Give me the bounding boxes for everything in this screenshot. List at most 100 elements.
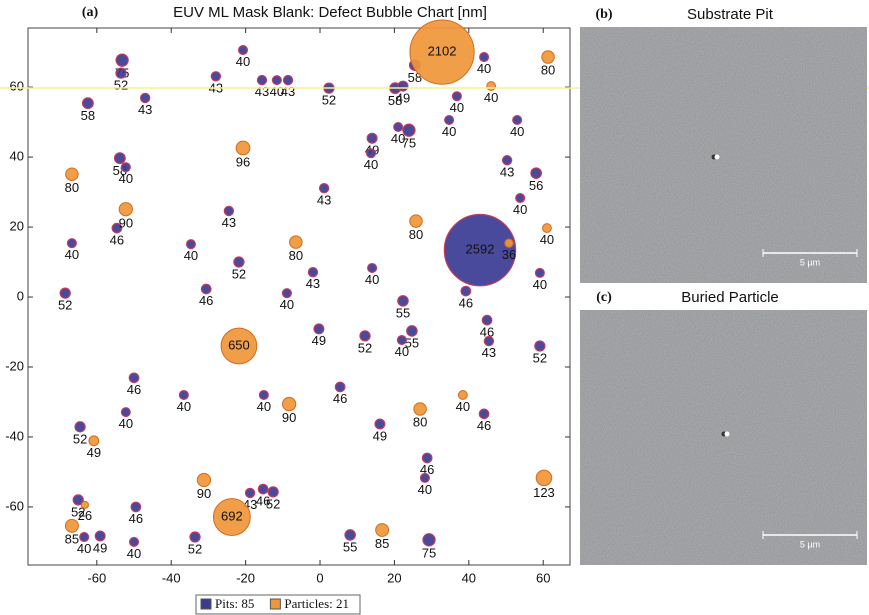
data-label: 90 (282, 410, 296, 425)
data-label: 46 (459, 295, 473, 310)
bubble (403, 124, 415, 136)
data-label: 46 (129, 511, 143, 526)
legend-swatch (270, 599, 280, 609)
defect-bright (725, 432, 730, 437)
data-label: 40 (236, 54, 250, 69)
data-label: 40 (484, 90, 498, 105)
data-label: 80 (65, 180, 79, 195)
data-label: 123 (533, 485, 555, 500)
data-label: 40 (513, 202, 527, 217)
data-label: 40 (364, 157, 378, 172)
bubble (283, 397, 296, 410)
bubble (407, 326, 417, 336)
y-tick-label: -60 (5, 498, 24, 513)
data-label: 55 (343, 540, 357, 555)
panel-label: (b) (595, 7, 612, 22)
bubble (410, 215, 423, 228)
x-tick-label: -40 (162, 570, 181, 585)
data-label: 40 (365, 272, 379, 287)
data-label: 52 (266, 496, 280, 511)
data-label: 40 (450, 100, 464, 115)
data-label: 56 (529, 178, 543, 193)
bubble (83, 98, 94, 109)
chart-title: EUV ML Mask Blank: Defect Bubble Chart [… (173, 4, 487, 21)
bubble (66, 168, 79, 181)
data-label: 55 (396, 306, 410, 321)
data-label: 40 (510, 124, 524, 139)
data-label: 2102 (428, 44, 457, 59)
x-tick-label: 0 (316, 570, 323, 585)
data-label: 43 (500, 164, 514, 179)
bubble (236, 141, 250, 155)
data-label: 52 (58, 298, 72, 313)
data-label: 46 (333, 391, 347, 406)
data-label: 40 (280, 297, 294, 312)
bubble (376, 524, 389, 537)
figure: (a) EUV ML Mask Blank: Defect Bubble Cha… (0, 0, 869, 615)
data-label: 52 (533, 350, 547, 365)
y-tick-label: 0 (17, 288, 24, 303)
scale-label: 5 µm (800, 257, 820, 267)
y-tick-label: -20 (5, 358, 24, 373)
data-label: 90 (119, 215, 133, 230)
data-label: 43 (317, 192, 331, 207)
data-label: 40 (442, 124, 456, 139)
data-label: 43 (482, 345, 496, 360)
data-label: 49 (312, 333, 326, 348)
data-label: 52 (358, 340, 372, 355)
x-tick-label: 20 (387, 570, 401, 585)
data-label: 43 (306, 276, 320, 291)
data-label: 40 (477, 61, 491, 76)
data-label: 40 (65, 247, 79, 262)
y-tick-label: 40 (10, 149, 24, 164)
sem-noise (580, 310, 867, 565)
data-label: 75 (422, 545, 436, 560)
x-tick-label: -60 (87, 570, 106, 585)
data-label: 43 (222, 215, 236, 230)
y-tick-label: -40 (5, 428, 24, 443)
data-label: 80 (409, 227, 423, 242)
legend-label: Particles: 21 (284, 596, 349, 611)
panel-label: (c) (596, 290, 612, 305)
bubble (542, 51, 555, 64)
data-label: 46 (110, 232, 124, 247)
legend-label: Pits: 85 (215, 596, 254, 611)
data-label: 49 (87, 445, 101, 460)
legend-swatch (201, 599, 211, 609)
bubble (414, 403, 427, 416)
data-label: 40 (177, 399, 191, 414)
legend: Pits: 85 Particles: 21 (196, 595, 360, 614)
data-label: 49 (396, 90, 410, 105)
scale-label: 5 µm (800, 539, 820, 549)
data-label: 40 (395, 344, 409, 359)
bubble (398, 296, 408, 306)
data-label: 96 (236, 154, 250, 169)
data-label: 43 (255, 84, 269, 99)
data-label: 40 (119, 416, 133, 431)
data-label: 49 (93, 540, 107, 555)
data-label: 80 (289, 248, 303, 263)
bubble (536, 470, 552, 486)
panel-title: Buried Particle (681, 289, 779, 306)
data-label: 52 (232, 267, 246, 282)
data-label: 36 (502, 247, 516, 262)
defect-bright (715, 155, 720, 160)
x-tick-label: 60 (536, 570, 550, 585)
data-label: 40 (456, 399, 470, 414)
data-label: 40 (119, 171, 133, 186)
data-label: 40 (127, 546, 141, 561)
data-label: 46 (199, 293, 213, 308)
data-label: 75 (402, 136, 416, 151)
data-label: 43 (138, 102, 152, 117)
data-label: 52 (322, 93, 336, 108)
bubble (423, 534, 435, 546)
data-label: 46 (127, 382, 141, 397)
data-label: 46 (477, 418, 491, 433)
sem-noise (580, 27, 867, 283)
data-label: 85 (65, 532, 79, 547)
bubble (119, 203, 132, 216)
data-label: 52 (73, 431, 87, 446)
bubble (65, 519, 78, 532)
data-label: 692 (221, 509, 243, 524)
y-tick-label: 60 (10, 79, 24, 94)
